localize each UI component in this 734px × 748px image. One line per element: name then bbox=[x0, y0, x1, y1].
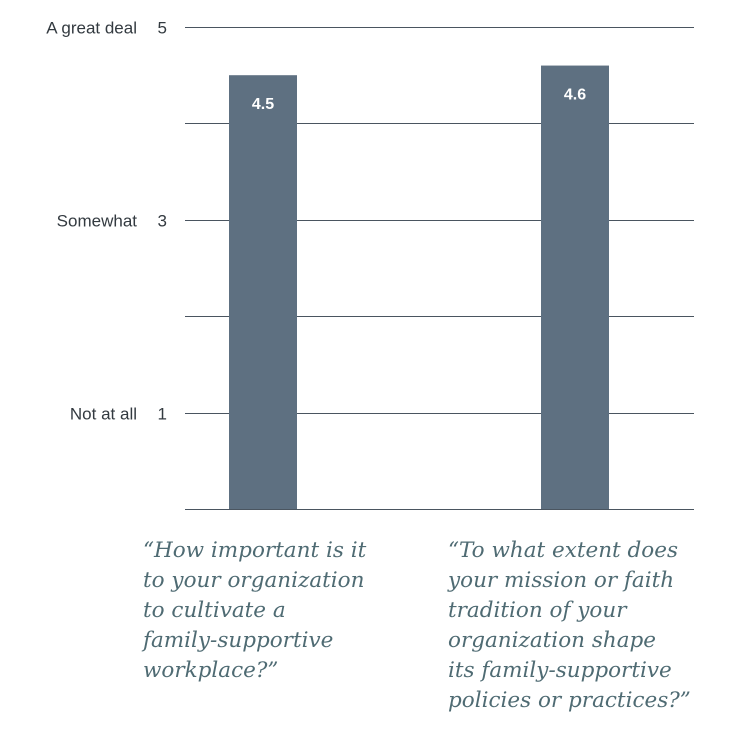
bar-value-label-2: 4.6 bbox=[564, 87, 586, 104]
bar-chart: 5 A great deal 3 Somewhat 1 Not at all 4.5 4.6 bbox=[46, 19, 694, 510]
category-label-2: “To what extent does your mission or fai… bbox=[448, 538, 691, 713]
y-tick-number: 1 bbox=[158, 405, 167, 424]
bar-2 bbox=[541, 65, 609, 509]
y-tick-number: 3 bbox=[158, 212, 167, 231]
y-tick-label: A great deal bbox=[46, 19, 137, 38]
y-tick-label: Somewhat bbox=[57, 212, 138, 231]
y-tick-number: 5 bbox=[158, 19, 167, 38]
category-label-1: “How important is it to your organizatio… bbox=[143, 538, 367, 683]
y-tick-label: Not at all bbox=[70, 405, 137, 424]
bar-value-label-1: 4.5 bbox=[252, 96, 274, 113]
bar-1 bbox=[229, 75, 297, 509]
